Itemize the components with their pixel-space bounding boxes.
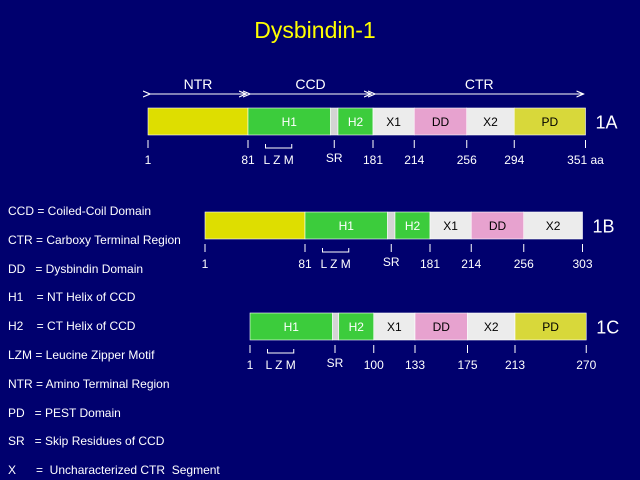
segment-ntr xyxy=(204,211,306,240)
tick-label: 175 xyxy=(457,358,477,372)
legend-item: NTR = Amino Terminal Region xyxy=(8,376,170,391)
lzm-bracket xyxy=(265,144,293,149)
lzm-label: L Z M xyxy=(264,153,294,167)
sr-label: SR xyxy=(383,255,400,269)
segment-x1 xyxy=(373,312,416,341)
tick-label: 256 xyxy=(514,257,534,271)
tick-label: 133 xyxy=(405,358,425,372)
segment-label: X2 xyxy=(484,320,499,334)
region-label: NTR xyxy=(184,76,213,92)
legend-item: LZM = Leucine Zipper Motif xyxy=(8,348,155,362)
segment-label: H2 xyxy=(405,219,421,233)
segment-h2 xyxy=(337,107,374,136)
segment-x2 xyxy=(466,107,515,136)
segment-pd xyxy=(514,312,587,341)
segment-x1 xyxy=(429,211,472,240)
tick-label: 213 xyxy=(505,358,525,372)
legend-item: CCD = Coiled-Coil Domain xyxy=(8,204,152,218)
lzm-label: L Z M xyxy=(266,358,296,372)
segment-label: H2 xyxy=(348,115,364,129)
segment-ntr xyxy=(147,107,249,136)
segment-sr xyxy=(332,312,340,341)
lzm-bracket xyxy=(267,349,295,354)
sr-label: SR xyxy=(326,151,343,165)
isoform-1a: H1 H2 X1 DD X2 PD 1A1 81 181 214 256 294 351 aaL Z M… xyxy=(145,107,618,167)
isoform-name: 1B xyxy=(593,217,615,237)
lzm-bracket xyxy=(322,248,350,253)
segment-dd xyxy=(413,107,468,136)
segment-x2 xyxy=(467,312,516,341)
tick-label: 1 xyxy=(202,257,209,271)
segment-label: X2 xyxy=(546,219,561,233)
segment-label: X1 xyxy=(386,115,401,129)
region-label: CCD xyxy=(295,76,325,92)
segment-x2 xyxy=(523,211,583,240)
region-ntr: NTR xyxy=(150,76,246,94)
segment-label: PD xyxy=(542,115,559,129)
segment-sr xyxy=(330,107,339,136)
tick-label: 294 xyxy=(504,153,524,167)
isoform-name: 1A xyxy=(596,113,618,133)
segment-h1 xyxy=(304,211,388,240)
legend-item: CTR = Carboxy Terminal Region xyxy=(8,232,181,247)
segment-label: H1 xyxy=(284,320,300,334)
segment-label: DD xyxy=(489,219,507,233)
lzm-label: L Z M xyxy=(321,257,351,271)
tick-label: 181 xyxy=(363,153,383,167)
tick-label: 351 aa xyxy=(567,153,604,167)
segment-label: H1 xyxy=(339,219,355,233)
region-arrows: NTR CCD CTR xyxy=(150,76,584,94)
isoform-bars: H1 H2 X1 DD X2 PD 1A1 81 181 214 256 294 351 aaL Z M… xyxy=(145,107,619,372)
region-label: CTR xyxy=(465,76,494,92)
segment-label: DD xyxy=(433,320,451,334)
segment-label: H2 xyxy=(349,320,365,334)
segment-pd xyxy=(513,107,586,136)
segment-label: H1 xyxy=(282,115,298,129)
tick-label: 1 xyxy=(247,358,254,372)
segment-label: X1 xyxy=(443,219,458,233)
isoform-1c: H1 H2 X1 DD X2 PD 1C 1 100 133 175 213 270 L Z M SR xyxy=(247,312,619,372)
tick-label: 214 xyxy=(404,153,424,167)
tick-label: 100 xyxy=(364,358,384,372)
segment-h2 xyxy=(394,211,431,240)
legend-item: PD = PEST Domain xyxy=(8,405,121,420)
isoform-name: 1C xyxy=(596,318,619,338)
tick-label: 181 xyxy=(420,257,440,271)
tick-label: 214 xyxy=(461,257,481,271)
slide-title: Dysbindin-1 xyxy=(254,17,375,43)
legend-item: SR = Skip Residues of CCD xyxy=(8,434,165,449)
segment-sr xyxy=(387,211,396,240)
sr-label: SR xyxy=(327,356,344,370)
legend-item: DD = Dysbindin Domain xyxy=(8,261,144,276)
region-ccd: CCD xyxy=(250,76,371,94)
tick-label: 81 xyxy=(241,153,255,167)
tick-label: 303 xyxy=(572,257,592,271)
legend-item: X = Uncharacterized CTR Segment xyxy=(8,463,220,478)
segment-h1 xyxy=(247,107,331,136)
tick-label: 1 xyxy=(145,153,152,167)
segment-label: DD xyxy=(432,115,450,129)
tick-label: 81 xyxy=(298,257,312,271)
tick-label: 256 xyxy=(457,153,477,167)
legend-item: H1 = NT Helix of CCD xyxy=(8,290,136,305)
legend-item: H2 = CT Helix of CCD xyxy=(8,319,136,334)
segment-label: X2 xyxy=(483,115,498,129)
segment-dd xyxy=(470,211,525,240)
segment-label: PD xyxy=(542,320,559,334)
region-ctr: CTR xyxy=(375,76,584,94)
tick-label: 270 xyxy=(576,358,596,372)
segment-label: X1 xyxy=(387,320,402,334)
